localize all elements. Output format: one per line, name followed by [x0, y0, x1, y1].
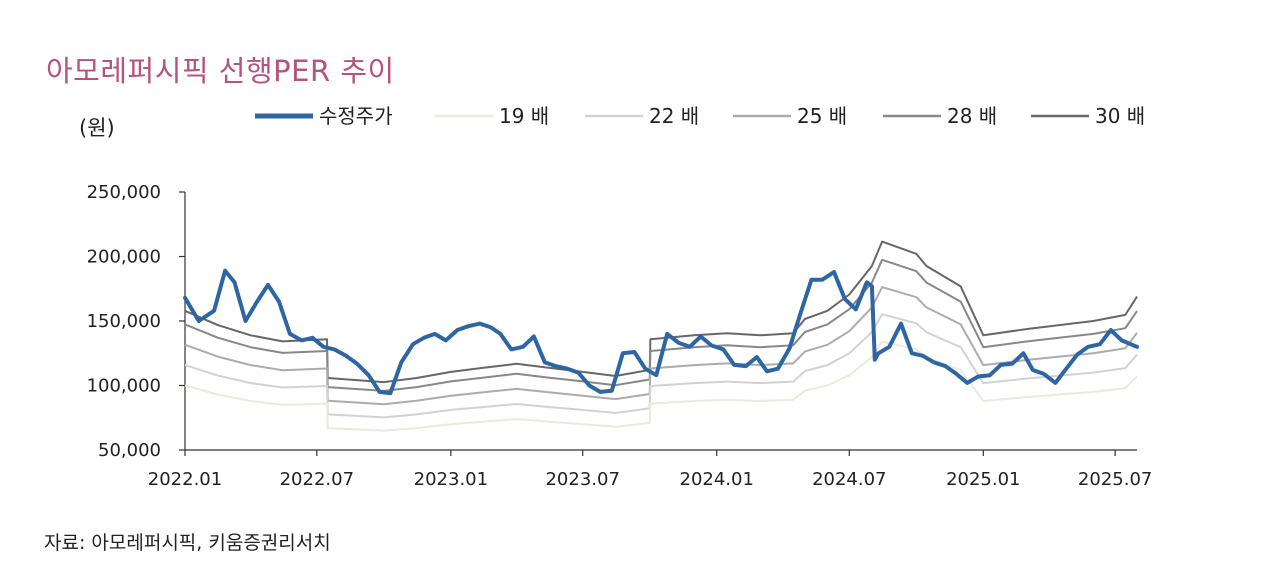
x-tick-label: 2025.07: [1078, 469, 1152, 490]
x-tick-label: 2023.07: [545, 469, 619, 490]
legend-label: 28 배: [947, 104, 997, 128]
x-tick-label: 2023.01: [414, 469, 488, 490]
y-tick-label: 200,000: [87, 247, 161, 268]
x-tick-label: 2022.01: [148, 469, 222, 490]
per-22x-line: [184, 313, 1138, 419]
legend-label: 30 배: [1095, 104, 1145, 128]
x-tick-label: 2024.01: [680, 469, 754, 490]
x-tick-label: 2024.07: [812, 469, 886, 490]
legend-label: 22 배: [649, 104, 699, 128]
legend-label: 25 배: [797, 104, 847, 128]
y-axis-unit-label: (원): [79, 116, 115, 140]
y-tick-label: 50,000: [98, 440, 161, 461]
y-tick-label: 100,000: [87, 376, 161, 397]
per-25x-line: [184, 286, 1138, 406]
x-tick-label: 2022.07: [280, 469, 354, 490]
y-tick-label: 250,000: [87, 182, 161, 203]
x-tick-label: 2025.01: [946, 469, 1020, 490]
y-tick-label: 150,000: [87, 311, 161, 332]
per-30x-line: [184, 240, 1138, 384]
legend-label: 19 배: [499, 104, 549, 128]
legend-label: 수정주가: [319, 104, 393, 128]
source-note: 자료: 아모레퍼시픽, 키움증권리서치: [44, 532, 331, 554]
adjusted-price-line: [183, 268, 1139, 396]
per-19x-line: [184, 340, 1138, 432]
chart-title: 아모레퍼시픽 선행PER 추이: [46, 54, 395, 88]
